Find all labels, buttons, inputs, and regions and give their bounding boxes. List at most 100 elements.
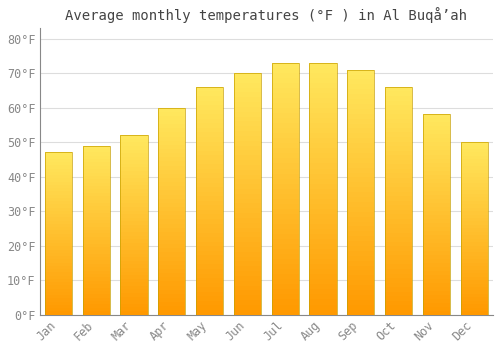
Bar — [310, 254, 336, 259]
Bar — [234, 286, 261, 290]
Bar — [120, 153, 148, 157]
Bar — [158, 273, 186, 277]
Bar — [120, 182, 148, 186]
Bar — [385, 87, 412, 91]
Bar — [460, 273, 488, 276]
Bar — [385, 141, 412, 146]
Bar — [234, 136, 261, 141]
Bar — [82, 217, 110, 220]
Bar — [423, 310, 450, 315]
Bar — [196, 296, 224, 301]
Bar — [158, 170, 186, 174]
Bar — [272, 123, 299, 128]
Bar — [82, 257, 110, 260]
Bar — [310, 304, 336, 309]
Bar — [272, 189, 299, 194]
Bar — [234, 88, 261, 92]
Bar — [423, 267, 450, 271]
Bar — [158, 190, 186, 195]
Bar — [120, 275, 148, 279]
Bar — [385, 91, 412, 96]
Bar — [120, 297, 148, 300]
Bar — [310, 178, 336, 184]
Bar — [347, 246, 374, 251]
Bar — [120, 229, 148, 232]
Bar — [45, 237, 72, 240]
Bar — [385, 205, 412, 210]
Bar — [272, 113, 299, 118]
Bar — [460, 190, 488, 194]
Bar — [82, 193, 110, 196]
Bar — [196, 191, 224, 196]
Bar — [347, 79, 374, 84]
Bar — [272, 88, 299, 93]
Bar — [460, 194, 488, 197]
Bar — [423, 114, 450, 315]
Bar — [82, 176, 110, 179]
Bar — [460, 232, 488, 235]
Bar — [120, 250, 148, 254]
Bar — [423, 187, 450, 190]
Bar — [196, 283, 224, 287]
Bar — [158, 174, 186, 178]
Bar — [310, 168, 336, 174]
Bar — [120, 307, 148, 311]
Bar — [272, 199, 299, 204]
Bar — [120, 200, 148, 203]
Bar — [82, 213, 110, 217]
Bar — [460, 222, 488, 225]
Bar — [234, 261, 261, 266]
Bar — [196, 187, 224, 191]
Bar — [82, 156, 110, 159]
Bar — [310, 239, 336, 244]
Bar — [82, 199, 110, 203]
Bar — [45, 250, 72, 253]
Title: Average monthly temperatures (°F ) in Al Buqåʼah: Average monthly temperatures (°F ) in Al… — [66, 7, 468, 23]
Bar — [460, 235, 488, 239]
Bar — [234, 213, 261, 218]
Bar — [385, 146, 412, 150]
Bar — [423, 279, 450, 282]
Bar — [272, 264, 299, 269]
Bar — [120, 207, 148, 211]
Bar — [310, 163, 336, 168]
Bar — [347, 119, 374, 124]
Bar — [120, 304, 148, 307]
Bar — [347, 70, 374, 315]
Bar — [460, 242, 488, 246]
Bar — [385, 105, 412, 110]
Bar — [196, 269, 224, 274]
Bar — [347, 182, 374, 187]
Bar — [45, 175, 72, 178]
Bar — [385, 187, 412, 191]
Bar — [272, 219, 299, 224]
Bar — [82, 250, 110, 254]
Bar — [234, 73, 261, 315]
Bar — [120, 178, 148, 182]
Bar — [347, 295, 374, 300]
Bar — [423, 114, 450, 119]
Bar — [423, 254, 450, 259]
Bar — [460, 287, 488, 290]
Bar — [82, 240, 110, 244]
Bar — [347, 148, 374, 153]
Bar — [385, 215, 412, 219]
Bar — [385, 100, 412, 105]
Bar — [423, 122, 450, 126]
Bar — [196, 87, 224, 91]
Bar — [385, 228, 412, 233]
Bar — [310, 199, 336, 204]
Bar — [120, 189, 148, 192]
Bar — [196, 155, 224, 160]
Bar — [82, 281, 110, 284]
Bar — [196, 256, 224, 260]
Bar — [120, 171, 148, 175]
Bar — [460, 263, 488, 266]
Bar — [196, 251, 224, 256]
Bar — [45, 214, 72, 217]
Bar — [423, 147, 450, 150]
Bar — [196, 278, 224, 283]
Bar — [423, 215, 450, 218]
Bar — [272, 294, 299, 300]
Bar — [196, 110, 224, 114]
